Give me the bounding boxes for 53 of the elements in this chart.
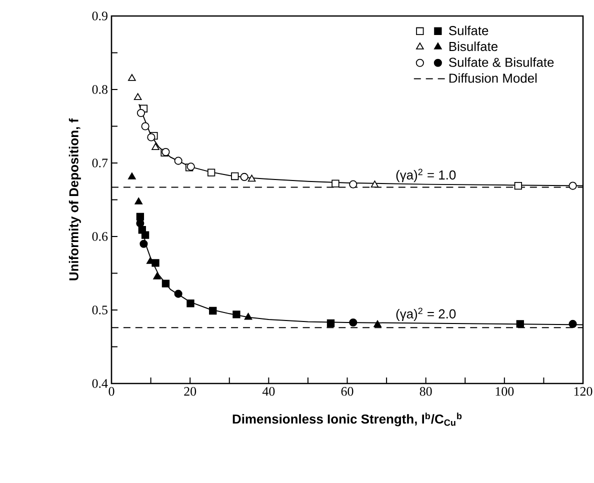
- point: [152, 143, 160, 150]
- point: [209, 306, 217, 315]
- point: [128, 74, 136, 81]
- point: [248, 174, 256, 182]
- point: [162, 280, 170, 288]
- point: [231, 172, 239, 180]
- point: [140, 240, 148, 248]
- point: [141, 231, 150, 239]
- point: [134, 93, 142, 100]
- point: [128, 172, 136, 180]
- point: [326, 319, 335, 328]
- legend-label: Sulfate & Bisulfate: [449, 57, 554, 67]
- x-tick-label: 100: [496, 387, 514, 396]
- point: [147, 133, 156, 142]
- y-tick-label: 0.7: [92, 158, 108, 168]
- point: [374, 320, 382, 328]
- point: [349, 318, 358, 327]
- x-tick-label: 20: [184, 387, 196, 396]
- point: [568, 182, 577, 190]
- x-tick-label: 80: [420, 387, 432, 396]
- point: [174, 156, 182, 165]
- x-tick-label: 60: [341, 387, 354, 396]
- annotation: (γa)$^{2}$ = 2.0: [396, 308, 456, 322]
- point: [141, 122, 150, 130]
- point: [240, 172, 248, 181]
- x-tick-label: 40: [262, 387, 275, 396]
- point: [514, 182, 522, 190]
- y-tick-label: 0.4: [92, 379, 108, 388]
- point: [370, 180, 379, 188]
- point: [186, 300, 194, 308]
- point: [349, 180, 358, 188]
- y-tick-label: 0.9: [92, 12, 108, 20]
- point: [174, 290, 182, 298]
- x-tick-label: 120: [574, 387, 592, 396]
- point: [516, 320, 524, 328]
- point: [207, 168, 216, 176]
- point: [134, 198, 143, 204]
- point: [568, 320, 577, 328]
- point: [332, 180, 340, 188]
- y-tick-label: 0.5: [92, 306, 108, 314]
- point: [136, 108, 146, 118]
- x-axis-title: Dimensionless Ionic Strength, I$^{b}$/C$_{Cu}$b: [232, 412, 462, 426]
- x-tick-label: 0: [108, 387, 114, 396]
- legend-label: Diffusion Model: [449, 73, 537, 83]
- point: [244, 312, 252, 320]
- y-axis-title: Uniformity of Deposition, f: [68, 118, 81, 280]
- legend-label: Bisulfate: [449, 42, 498, 52]
- y-tick-label: 0.8: [92, 85, 108, 94]
- annotation: (γa)$^{2}$ = 1.0: [396, 168, 456, 182]
- point: [153, 272, 161, 280]
- y-tick-label: 0.6: [92, 232, 108, 241]
- point: [232, 310, 240, 318]
- legend-label: Sulfate: [449, 26, 488, 36]
